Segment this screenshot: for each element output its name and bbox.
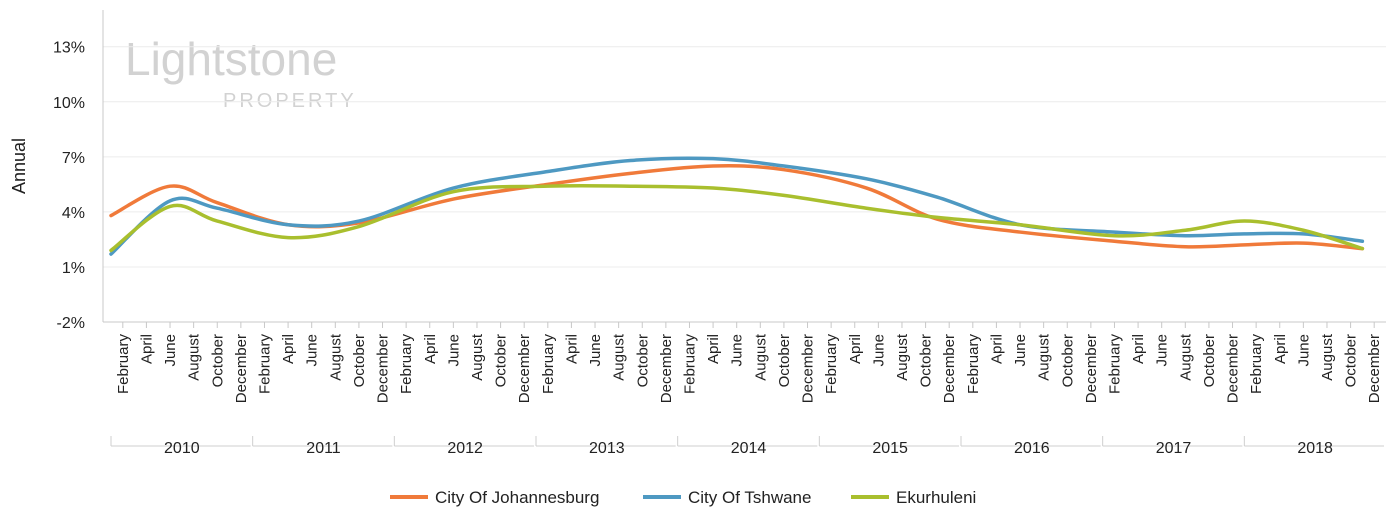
x-month-label: April xyxy=(563,334,580,364)
x-month-label: December xyxy=(800,334,817,403)
x-month-label: October xyxy=(918,334,935,387)
x-month-label: August xyxy=(1036,333,1053,381)
x-month-label: April xyxy=(705,334,722,364)
x-month-label: December xyxy=(941,334,958,403)
x-month-label: February xyxy=(965,334,982,395)
x-month-label: August xyxy=(894,333,911,381)
x-month-label: December xyxy=(233,334,250,403)
x-month-label: October xyxy=(209,334,226,387)
x-month-label: June xyxy=(162,334,179,367)
y-tick-label: -2% xyxy=(57,315,85,332)
legend-label: City Of Johannesburg xyxy=(435,488,599,507)
x-month-label: June xyxy=(729,334,746,367)
x-month-label: February xyxy=(823,334,840,395)
x-month-label: December xyxy=(658,334,675,403)
x-month-label: August xyxy=(186,333,203,381)
lightstone-logo-watermark: Lightstone PROPERTY xyxy=(125,33,357,112)
x-month-label: February xyxy=(1106,334,1123,395)
x-month-label: October xyxy=(351,334,368,387)
x-month-label: August xyxy=(1319,333,1336,381)
x-month-label: October xyxy=(1343,334,1360,387)
x-year-label: 2017 xyxy=(1156,440,1192,457)
legend-item[interactable]: Ekurhuleni xyxy=(851,488,976,507)
x-month-label: October xyxy=(634,334,651,387)
watermark-sub: PROPERTY xyxy=(223,90,357,112)
x-month-label: August xyxy=(327,333,344,381)
x-month-label: December xyxy=(516,334,533,403)
axes: -2% 1% 4% 7% 10% 13% Annual February April June Au… xyxy=(9,10,1386,457)
x-month-label: February xyxy=(1248,334,1265,395)
x-month-label: June xyxy=(304,334,321,367)
x-month-label: February xyxy=(398,334,415,395)
x-month-label: October xyxy=(1059,334,1076,387)
x-month-label: April xyxy=(1130,334,1147,364)
x-month-label: April xyxy=(422,334,439,364)
x-month-label: December xyxy=(375,334,392,403)
x-month-label: August xyxy=(469,333,486,381)
x-year-label: 2013 xyxy=(589,440,625,457)
series-line-3[interactable] xyxy=(109,183,1365,253)
x-month-label: August xyxy=(611,333,628,381)
legend-label: Ekurhuleni xyxy=(896,488,976,507)
x-month-label: December xyxy=(1225,334,1242,403)
x-month-label: April xyxy=(1272,334,1289,364)
x-month-label: June xyxy=(445,334,462,367)
x-month-label: December xyxy=(1083,334,1100,403)
legend[interactable]: City Of Johannesburg City Of Tshwane Ekurh… xyxy=(390,488,976,507)
x-month-label: April xyxy=(138,334,155,364)
x-month-label: June xyxy=(587,334,604,367)
x-year-label: 2010 xyxy=(164,440,200,457)
x-month-label: December xyxy=(1366,334,1383,403)
x-year-label: 2012 xyxy=(447,440,483,457)
x-year-label: 2016 xyxy=(1014,440,1050,457)
series-lines xyxy=(109,156,1365,256)
x-year-label: 2015 xyxy=(872,440,908,457)
x-month-label: February xyxy=(115,334,132,395)
x-month-label: February xyxy=(540,334,557,395)
y-tick-label: 7% xyxy=(62,150,85,167)
series-line-2[interactable] xyxy=(109,156,1365,256)
x-month-label: April xyxy=(847,334,864,364)
x-month-label: June xyxy=(1154,334,1171,367)
x-month-label: February xyxy=(681,334,698,395)
x-year-label: 2011 xyxy=(306,440,341,457)
gridlines xyxy=(103,46,1386,323)
x-month-label: April xyxy=(280,334,297,364)
x-month-label: April xyxy=(988,334,1005,364)
x-year-label: 2018 xyxy=(1297,440,1333,457)
x-month-label: October xyxy=(776,334,793,387)
x-year-label: 2014 xyxy=(731,440,767,457)
y-tick-label: 4% xyxy=(62,205,85,222)
legend-label: City Of Tshwane xyxy=(688,488,811,507)
x-month-label: October xyxy=(493,334,510,387)
y-tick-label: 1% xyxy=(62,260,85,277)
x-month-label: June xyxy=(1012,334,1029,367)
y-axis-title: Annual xyxy=(9,138,29,194)
x-month-label: August xyxy=(752,333,769,381)
y-tick-label: 10% xyxy=(53,95,85,112)
x-month-label: June xyxy=(870,334,887,367)
legend-item[interactable]: City Of Tshwane xyxy=(643,488,811,507)
x-month-label: February xyxy=(256,334,273,395)
x-month-label: June xyxy=(1295,334,1312,367)
watermark-brand: Lightstone xyxy=(125,33,337,85)
legend-item[interactable]: City Of Johannesburg xyxy=(390,488,599,507)
x-month-label: October xyxy=(1201,334,1218,387)
x-month-label: August xyxy=(1177,333,1194,381)
y-tick-label: 13% xyxy=(53,40,85,57)
